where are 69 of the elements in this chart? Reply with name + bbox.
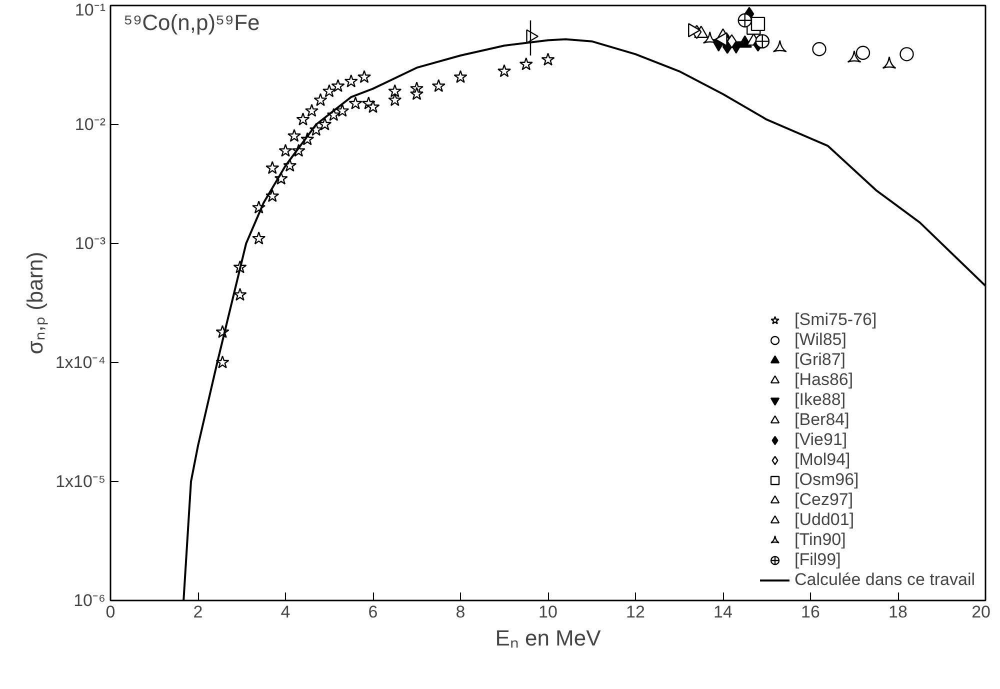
x-tick-label: 2 — [193, 602, 203, 622]
legend-label: [Has86] — [794, 370, 854, 390]
annotation: ⁵⁹Co(n,p)⁵⁹Fe — [124, 10, 260, 35]
legend-label: [Ber84] — [794, 410, 850, 430]
y-tick-label: 1x10⁻⁵ — [56, 472, 106, 491]
point — [738, 13, 752, 28]
point — [322, 84, 336, 98]
legend-label: Calculée dans ce travail — [794, 570, 975, 590]
x-tick-label: 4 — [280, 602, 290, 622]
point — [252, 231, 266, 244]
point — [812, 42, 826, 56]
point — [388, 93, 402, 106]
legend-label: [Osm96] — [794, 470, 859, 490]
point — [216, 355, 230, 368]
point — [304, 104, 319, 117]
y-tick-label: 10⁻² — [74, 115, 106, 134]
point — [314, 93, 328, 106]
point — [541, 52, 555, 66]
legend-label: [Ike88] — [794, 390, 846, 410]
x-tick-label: 8 — [456, 602, 466, 622]
point — [772, 40, 787, 52]
point — [266, 161, 280, 174]
point — [410, 87, 424, 100]
point — [900, 47, 914, 62]
y-tick-label: 10⁻³ — [74, 234, 106, 253]
legend-label: [Gri87] — [794, 350, 846, 370]
legend-label: [Cez97] — [794, 490, 854, 510]
point — [519, 57, 533, 70]
y-axis-title: σₙ,ₚ (barn) — [22, 252, 48, 354]
legend-label: [Tin90] — [794, 530, 846, 550]
point — [331, 79, 345, 92]
point — [882, 56, 896, 69]
point — [856, 46, 870, 60]
x-tick-label: 10 — [538, 602, 558, 622]
point — [233, 288, 247, 301]
point — [847, 50, 862, 63]
legend-label: [Wil85] — [794, 330, 846, 350]
legend-label: [Mol94] — [794, 450, 850, 470]
point — [287, 128, 302, 142]
x-tick-label: 6 — [368, 602, 378, 622]
x-tick-label: 0 — [106, 602, 116, 622]
point — [497, 64, 512, 78]
point — [336, 104, 350, 117]
point — [750, 16, 766, 32]
y-tick-label: 10⁻⁶ — [74, 591, 106, 610]
point — [454, 70, 468, 84]
point — [388, 84, 402, 98]
point — [726, 34, 737, 48]
y-tick-label: 1x10⁻⁴ — [55, 353, 106, 372]
x-tick-label: 16 — [801, 602, 820, 622]
x-tick-label: 12 — [626, 602, 645, 622]
x-axis-title: Eₙ en MeV — [495, 626, 602, 650]
point — [296, 112, 310, 126]
legend-label: [Smi75-76] — [794, 310, 877, 330]
x-tick-label: 18 — [888, 602, 908, 622]
legend-label: [Vie91] — [794, 430, 848, 450]
point — [318, 117, 332, 130]
point — [278, 144, 292, 157]
x-tick-label: 14 — [714, 602, 732, 622]
legend-label: [Udd01] — [794, 510, 854, 530]
point — [266, 189, 280, 202]
x-tick-label: 20 — [972, 602, 991, 622]
point — [348, 96, 362, 110]
legend-label: [Fil99] — [794, 550, 841, 570]
y-tick-label: 10⁻¹ — [74, 0, 106, 20]
point — [344, 74, 358, 88]
point — [432, 79, 446, 92]
point — [357, 70, 372, 84]
point — [366, 100, 380, 113]
